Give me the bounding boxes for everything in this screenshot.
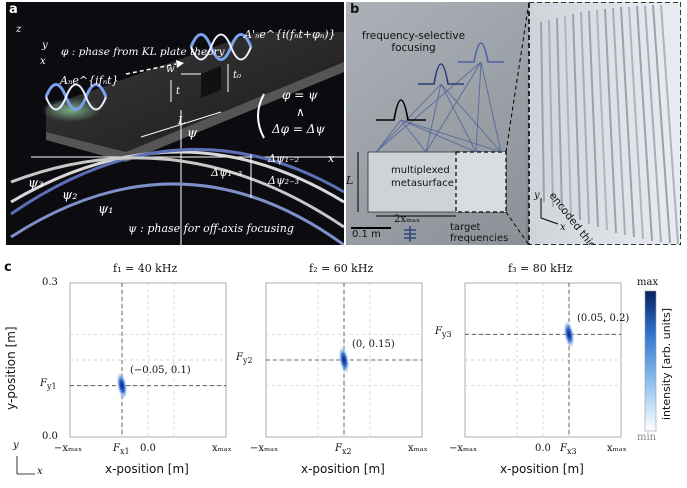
focal-spot-2 bbox=[338, 346, 350, 374]
panel-a-illustration bbox=[10, 32, 344, 245]
propagation-arrow bbox=[125, 63, 177, 75]
photo-frame bbox=[528, 2, 681, 245]
thickness-step bbox=[201, 66, 221, 98]
focal-spot-1 bbox=[116, 371, 128, 400]
eq-phi-psi: φ = ψ bbox=[282, 88, 318, 102]
equivalence-arrow bbox=[257, 93, 265, 139]
x-tick-right-3: xₘₐₓ bbox=[607, 443, 627, 454]
x-axis-title-1: x-position [m] bbox=[105, 462, 189, 476]
x-tick-left-3: −xₘₐₓ bbox=[449, 443, 478, 454]
psi3-label: ψ₃ bbox=[28, 176, 44, 191]
x-axis-title-3: x-position [m] bbox=[500, 462, 584, 476]
psi1-curve bbox=[10, 150, 344, 204]
zoom-box bbox=[455, 151, 507, 213]
plate-shape bbox=[46, 32, 344, 152]
photo-x-axis bbox=[540, 217, 559, 225]
panel-label-c: c bbox=[4, 260, 12, 275]
t0-label: t₀ bbox=[233, 70, 242, 81]
x-axis-title-2: x-position [m] bbox=[301, 462, 385, 476]
outgoing-wave-2 bbox=[190, 33, 252, 61]
focus-annotation-2: (0, 0.15) bbox=[352, 339, 395, 350]
corner-x-label: x bbox=[37, 466, 43, 477]
focus-annotation-3: (0.05, 0.2) bbox=[577, 313, 630, 325]
zoom-line-top bbox=[505, 2, 530, 153]
L-dim-label: L bbox=[346, 174, 354, 187]
psi-axis-label: ψ bbox=[187, 126, 198, 141]
eq-and: ∧ bbox=[296, 105, 305, 119]
fx-label-1: Fx1 bbox=[113, 443, 130, 456]
colorbar-min-label: min bbox=[637, 432, 657, 443]
fx-label-2: Fx2 bbox=[335, 443, 352, 456]
target-label-1: target bbox=[450, 222, 481, 233]
y-tick-bottom: 0.0 bbox=[42, 431, 58, 442]
corner-y-label: y bbox=[13, 440, 19, 451]
axis-x-label: x bbox=[40, 56, 46, 67]
peak-f1 bbox=[376, 99, 426, 121]
incoming-wave bbox=[44, 83, 108, 111]
panel-b-illustration bbox=[346, 2, 681, 245]
panel-label-b: b bbox=[350, 2, 360, 17]
target-frequency-icon bbox=[404, 226, 416, 242]
focusing-rays bbox=[375, 61, 502, 153]
psi1-label: ψ₁ bbox=[98, 202, 114, 217]
wave-ripple bbox=[41, 98, 101, 122]
x-axis-label: x bbox=[328, 152, 335, 165]
y-tick-top: 0.3 bbox=[42, 277, 58, 288]
fy-label-2: Fy2 bbox=[236, 352, 253, 365]
eq-delta: Δφ = Δψ bbox=[272, 122, 325, 136]
scale-label: 0.1 m bbox=[352, 229, 381, 240]
photo-x-label: x bbox=[560, 222, 566, 233]
panel-a: a z y x φ : phase from KL plate theory A… bbox=[6, 2, 344, 245]
fx-label-3: Fx3 bbox=[560, 443, 577, 456]
x-tick-zero-1: 0.0 bbox=[140, 443, 156, 454]
colorbar-max-label: max bbox=[637, 277, 659, 288]
colorbar bbox=[644, 290, 657, 432]
psi2-curve bbox=[10, 147, 344, 216]
psi2-label: ψ₂ bbox=[62, 188, 78, 203]
x-tick-right-1: xₘₐₓ bbox=[212, 443, 232, 454]
metasurface-label-2: metasurface bbox=[391, 178, 454, 189]
focal-spot-3 bbox=[563, 320, 575, 349]
colorbar-title: intensity [arb. units] bbox=[660, 307, 673, 420]
xmax-dim-label: 2xₘₐₓ bbox=[394, 214, 421, 225]
peak-f2 bbox=[418, 63, 464, 85]
fy-label-1: Fy1 bbox=[40, 377, 57, 391]
psi-note: ψ : phase for off-axis focusing bbox=[128, 222, 294, 235]
x-tick-left-2: −xₘₐₓ bbox=[250, 443, 279, 454]
panel-label-a: a bbox=[9, 2, 18, 17]
L-label: L bbox=[178, 114, 186, 127]
panel-b: b frequency-selective focusing multiplex… bbox=[346, 2, 681, 245]
plot-title-3: f₃ = 80 kHz bbox=[508, 262, 573, 275]
incoming-wave-label: Aₙe^{ifₙt} bbox=[60, 74, 119, 87]
metasurface-label-1: multiplexed bbox=[391, 165, 450, 176]
t-label: t bbox=[176, 86, 181, 97]
psi-curve-extra bbox=[10, 182, 344, 245]
dpsi12-label: Δψ₁₋₂ bbox=[268, 152, 300, 165]
axis-y-label: y bbox=[42, 40, 48, 51]
x-tick-zero-3: 0.0 bbox=[535, 443, 551, 454]
photo-grooves bbox=[540, 4, 679, 245]
plot-group bbox=[69, 282, 622, 438]
plot-title-2: f₂ = 60 kHz bbox=[309, 262, 374, 275]
dpsi13-label: Δψ₁₋₃ bbox=[211, 166, 243, 179]
arrow-head bbox=[176, 60, 184, 68]
x-tick-right-2: xₘₐₓ bbox=[408, 443, 428, 454]
phi-note: φ : phase from KL plate theory bbox=[61, 46, 225, 58]
psi3-curve bbox=[10, 156, 344, 229]
photo-y-label: y bbox=[534, 190, 540, 201]
target-label-2: frequencies bbox=[450, 233, 509, 244]
outgoing-wave bbox=[189, 33, 253, 61]
axis-z-label: z bbox=[16, 24, 22, 35]
w-label: w bbox=[166, 64, 175, 75]
focus-annotation-1: (−0.05, 0.1) bbox=[130, 364, 191, 376]
plot-title-1: f₁ = 40 kHz bbox=[113, 262, 178, 275]
incoming-wave-2 bbox=[45, 83, 107, 111]
peak-f3 bbox=[458, 42, 504, 63]
fy-label-3: Fy3 bbox=[435, 326, 452, 340]
outgoing-wave-label: A'ₙe^{i(fₙt+φₙ)} bbox=[244, 28, 336, 41]
x-tick-left-1: −xₘₐₓ bbox=[54, 443, 83, 454]
dpsi23-label: Δψ₂₋₃ bbox=[268, 174, 300, 187]
focusing-label: frequency-selective focusing bbox=[362, 30, 466, 54]
